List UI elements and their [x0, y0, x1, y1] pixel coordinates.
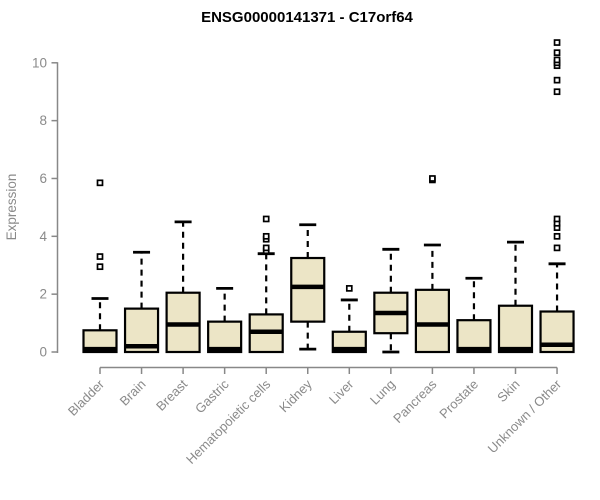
box-group: [539, 39, 575, 354]
box-group: [414, 175, 450, 354]
x-tick-label: Liver: [326, 376, 357, 407]
box-group: [331, 285, 367, 354]
box-group: [248, 215, 284, 354]
y-tick-label: 6: [39, 171, 47, 186]
outlier-point: [553, 244, 561, 252]
outlier-point: [553, 215, 561, 223]
outlier-point: [553, 76, 561, 84]
x-tick-label: Skin: [494, 377, 522, 405]
outlier-point: [553, 39, 561, 46]
x-tick-label: Brain: [117, 377, 149, 409]
iqr-box: [497, 304, 534, 354]
y-tick-label: 4: [39, 229, 47, 244]
box-group: [82, 179, 118, 354]
outlier-point: [553, 88, 561, 96]
outlier-point: [345, 285, 353, 292]
outlier-point: [96, 179, 104, 187]
box-group: [165, 220, 201, 354]
outlier-point: [553, 49, 561, 57]
x-tick-label: Kidney: [276, 376, 315, 415]
outlier-point: [262, 215, 270, 223]
y-tick-label: 0: [39, 345, 47, 360]
x-tick-label: Prostate: [436, 377, 481, 422]
outlier-point: [262, 232, 270, 240]
x-tick-label: Gastric: [192, 376, 232, 416]
outlier-point: [96, 263, 104, 271]
chart-title: ENSG00000141371 - C17orf64: [201, 9, 413, 26]
box-group: [497, 240, 534, 354]
x-tick-label: Breast: [153, 376, 190, 413]
iqr-box: [456, 319, 492, 354]
y-tick-label: 8: [39, 113, 47, 128]
box-group: [123, 250, 160, 354]
outlier-point: [553, 232, 561, 240]
outlier-point: [553, 56, 561, 64]
x-tick-label: Lung: [367, 377, 398, 408]
x-tick-label: Unknown / Other: [485, 376, 565, 456]
outlier-point: [96, 253, 104, 260]
iqr-box: [414, 288, 450, 354]
box-group: [290, 223, 326, 351]
x-tick-label: Bladder: [65, 376, 108, 419]
box-group: [373, 247, 409, 354]
outlier-point: [429, 175, 436, 182]
iqr-box: [290, 256, 326, 323]
box-group: [207, 286, 243, 354]
box-group: [456, 276, 492, 354]
x-tick-label: Pancreas: [390, 376, 440, 426]
y-tick-label: 2: [39, 287, 47, 302]
iqr-box: [82, 329, 118, 354]
outlier-point: [262, 244, 270, 252]
y-tick-label: 10: [32, 55, 47, 70]
y-axis-label: Expression: [4, 174, 19, 241]
